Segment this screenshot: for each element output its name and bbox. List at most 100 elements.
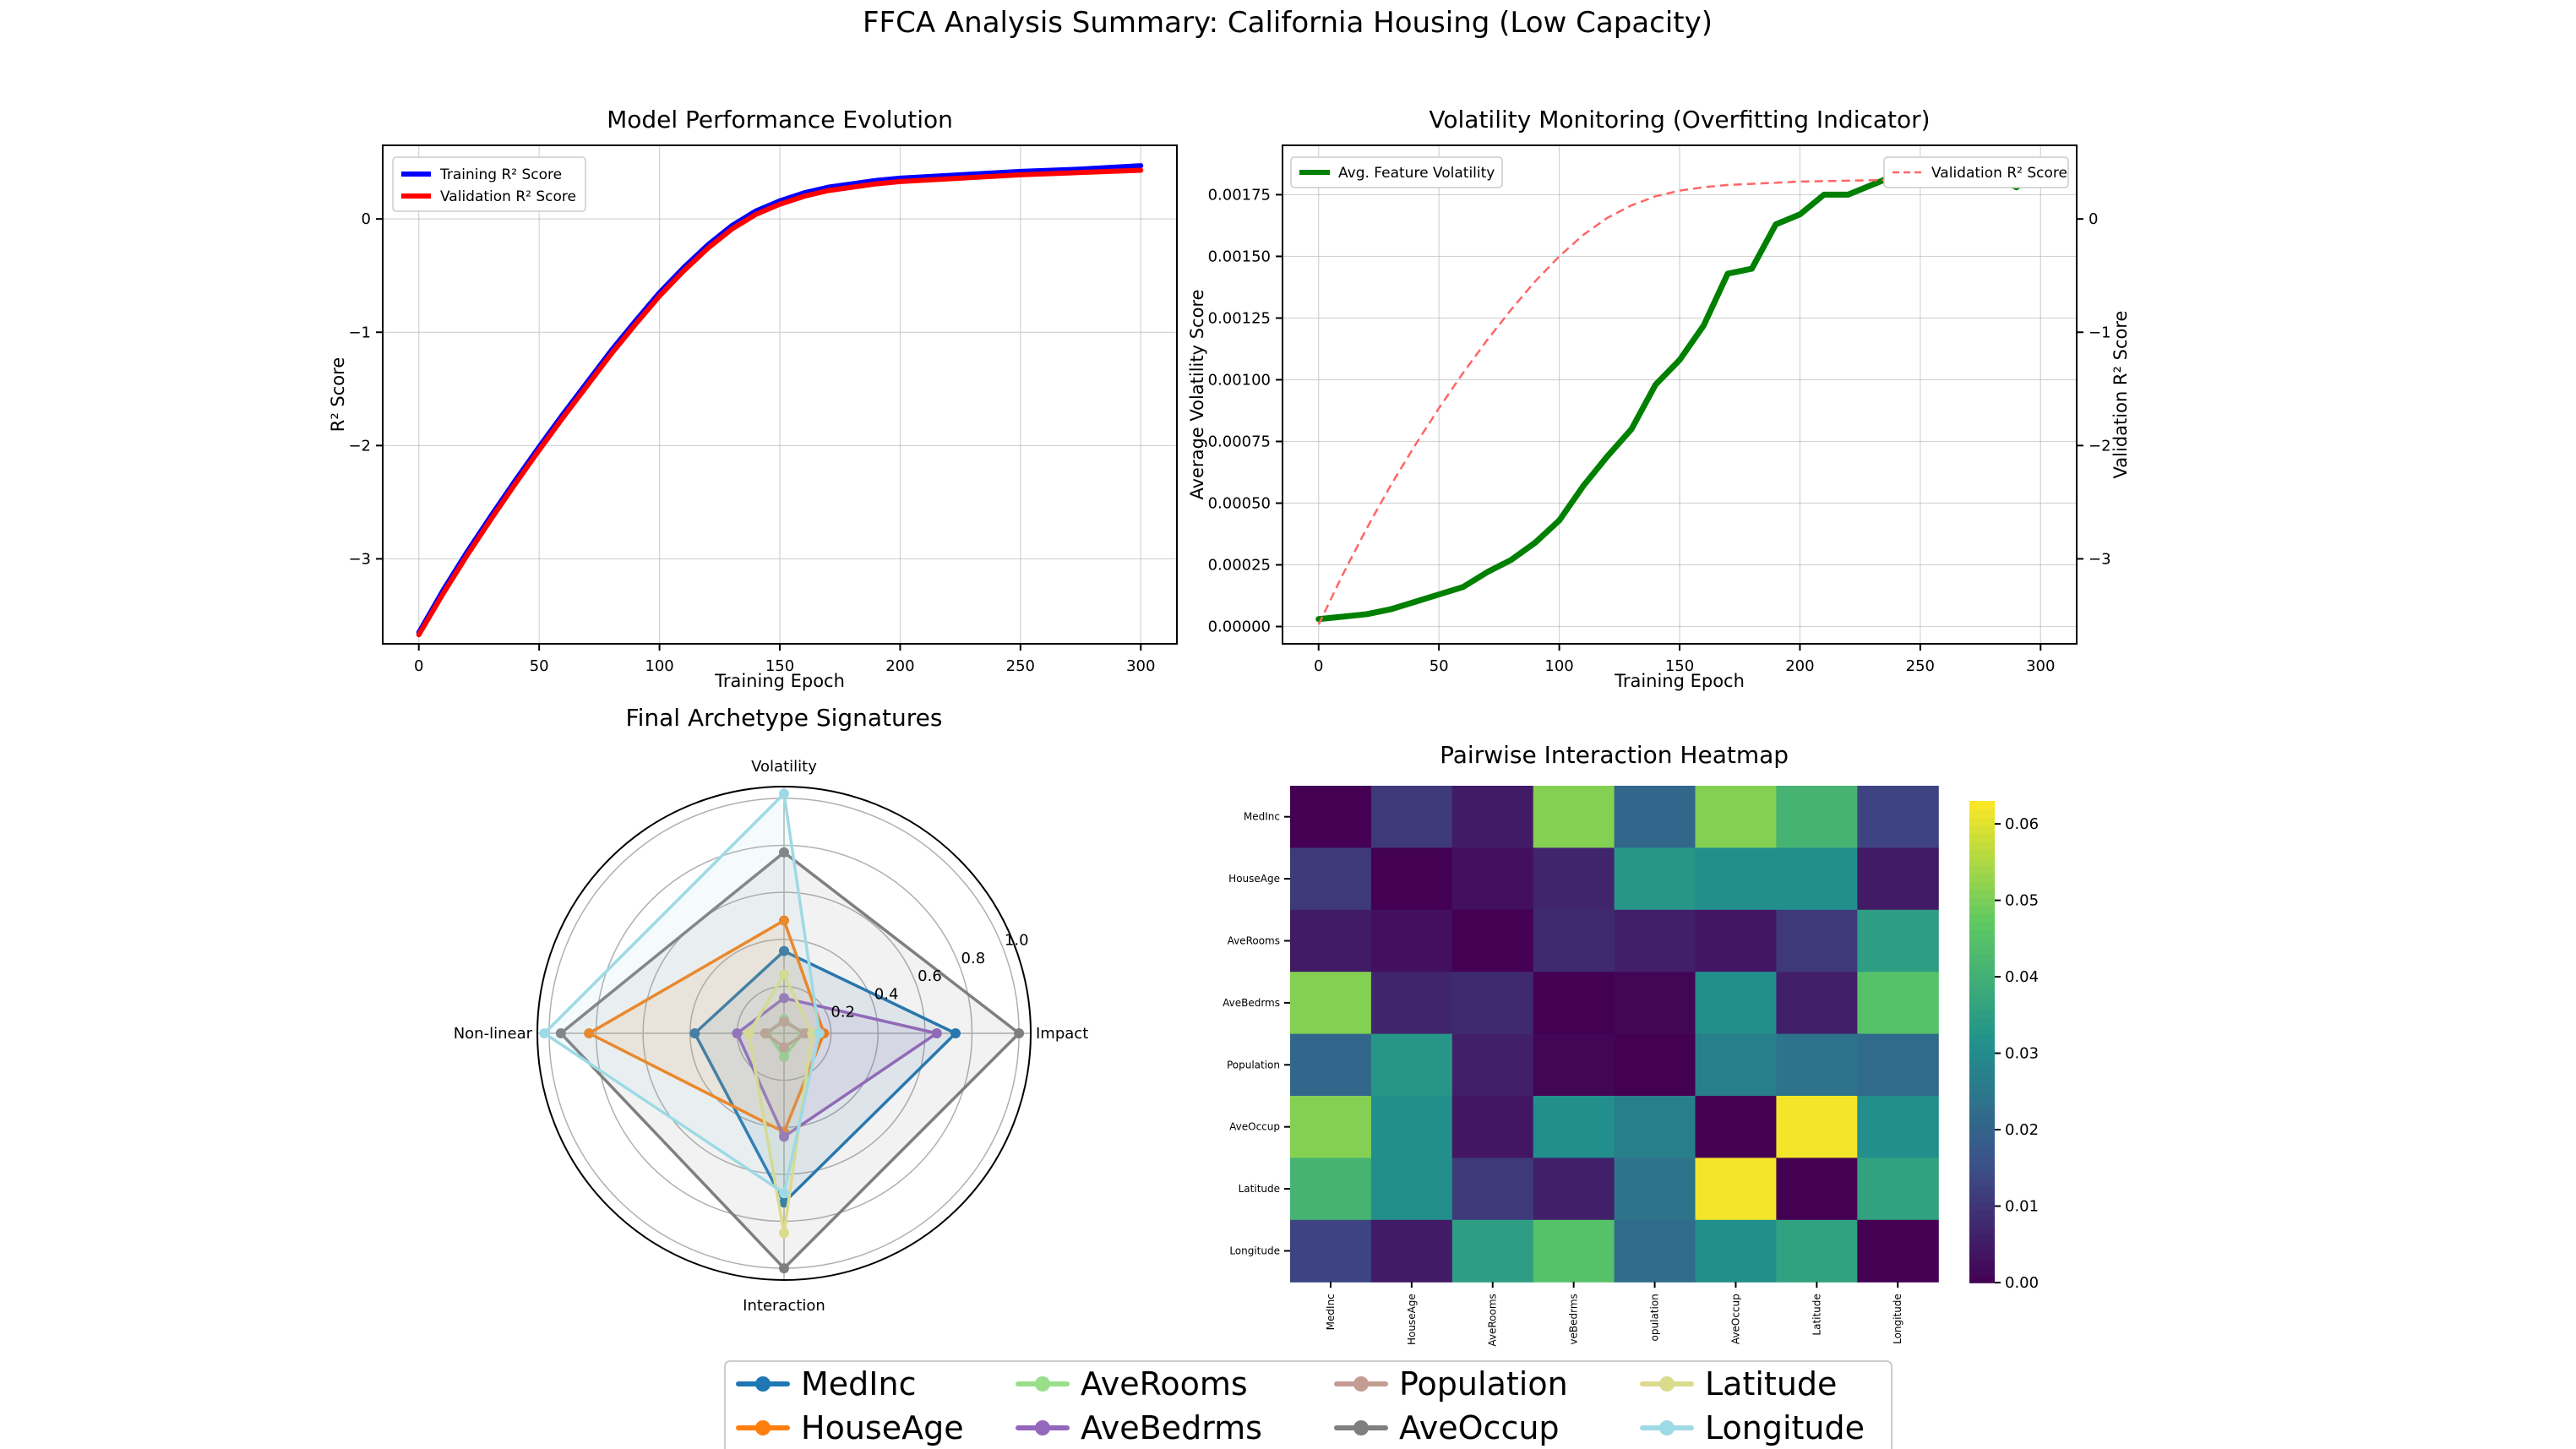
legend-label-validation: Validation R² Score bbox=[440, 188, 576, 205]
chart-title: Final Archetype Signatures bbox=[626, 704, 943, 732]
legend-marker-HouseAge bbox=[755, 1420, 771, 1435]
colorbar-segment bbox=[1969, 945, 1995, 955]
heatmap-cell bbox=[1695, 1219, 1777, 1283]
colorbar-segment bbox=[1969, 1226, 1995, 1235]
heatmap-cell bbox=[1776, 1096, 1858, 1158]
colorbar-segment bbox=[1969, 961, 1995, 971]
legend-box-left bbox=[1290, 156, 1503, 188]
radar-point-Longitude bbox=[779, 788, 789, 799]
colorbar-segment bbox=[1969, 833, 1995, 842]
radar-point-Longitude bbox=[539, 1028, 550, 1038]
colorbar-segment bbox=[1969, 1010, 1995, 1019]
colorbar-segment bbox=[1969, 1178, 1995, 1187]
radar-point-Latitude bbox=[779, 969, 789, 980]
colorbar-segment bbox=[1969, 978, 1995, 987]
colorbar-segment bbox=[1969, 1154, 1995, 1163]
colorbar-segment bbox=[1969, 994, 1995, 1003]
heatmap-cell bbox=[1776, 1219, 1858, 1283]
colorbar-segment bbox=[1969, 1274, 1995, 1283]
radar-point-Latitude bbox=[743, 1028, 754, 1038]
radar-point-AveOccup bbox=[555, 1028, 566, 1038]
radar-chart: 0.2 0.4 0.6 0.8 1.0 Impact Volatility Non-linea… bbox=[454, 704, 1089, 1315]
y-tick-label: 0 bbox=[362, 210, 371, 228]
heatmap-cell bbox=[1695, 1096, 1777, 1158]
heatmap-cell bbox=[1695, 909, 1777, 972]
heatmap-row-label: AveRooms bbox=[1228, 935, 1280, 947]
x-tick-label: 250 bbox=[1006, 657, 1035, 675]
heatmap-cell bbox=[1857, 1219, 1939, 1283]
colorbar-segment bbox=[1969, 921, 1995, 930]
y-tick-label: 0.00050 bbox=[1208, 495, 1271, 513]
y-axis-label: Average Volatility Score bbox=[1187, 289, 1207, 499]
heatmap-cell bbox=[1614, 1219, 1696, 1283]
x-tick-label: 50 bbox=[530, 657, 549, 675]
colorbar-segment bbox=[1969, 1058, 1995, 1067]
colorbar-segment bbox=[1969, 1146, 1995, 1155]
colorbar-segment bbox=[1969, 849, 1995, 858]
colorbar-segment bbox=[1969, 841, 1995, 850]
heatmap-cell bbox=[1857, 1158, 1939, 1221]
legend-label-AveRooms: AveRooms bbox=[1081, 1365, 1248, 1403]
heatmap-cell bbox=[1695, 786, 1777, 848]
radar-point-AveRooms bbox=[779, 1051, 789, 1062]
heatmap-cell bbox=[1451, 1158, 1534, 1221]
heatmap-row-label: Latitude bbox=[1239, 1183, 1280, 1195]
radar-rtick-label: 0.4 bbox=[874, 985, 899, 1003]
colorbar-segment bbox=[1969, 1258, 1995, 1267]
colorbar-segment bbox=[1969, 1234, 1995, 1244]
radar-fill-Longitude bbox=[544, 793, 820, 1194]
heatmap-cell bbox=[1776, 972, 1858, 1035]
colorbar-segment bbox=[1969, 1194, 1995, 1203]
heatmap-cell bbox=[1614, 786, 1696, 848]
colorbar-tick-label: 0.01 bbox=[2005, 1198, 2039, 1216]
chart-title: Volatility Monitoring (Overfitting Indic… bbox=[1429, 106, 1930, 133]
heatmap-cell bbox=[1614, 847, 1696, 911]
heatmap-col-label: veBedrms bbox=[1568, 1294, 1580, 1344]
y-right-axis-label: Validation R² Score bbox=[2110, 311, 2131, 479]
y-tick-label: −1 bbox=[348, 324, 371, 341]
radar-point-AveBedrms bbox=[732, 1028, 743, 1038]
legend-marker-AveOccup bbox=[1353, 1420, 1369, 1435]
x-axis-label: Training Epoch bbox=[1614, 671, 1745, 691]
heatmap-col-label: Longitude bbox=[1892, 1294, 1903, 1344]
colorbar-segment bbox=[1969, 897, 1995, 907]
heatmap-cell bbox=[1451, 909, 1534, 972]
heatmap-cell bbox=[1533, 1158, 1615, 1221]
heatmap-row-label: HouseAge bbox=[1228, 873, 1280, 885]
colorbar-segment bbox=[1969, 825, 1995, 834]
radar-point-HouseAge bbox=[779, 915, 789, 926]
x-tick-label: 300 bbox=[1126, 657, 1155, 675]
colorbar-segment bbox=[1969, 985, 1995, 994]
heatmap-chart: MedInc HouseAge AveRooms AveBedrms Populatio… bbox=[1223, 741, 2039, 1347]
heatmap-cell bbox=[1370, 847, 1453, 911]
heatmap-row-label: Longitude bbox=[1229, 1245, 1280, 1257]
heatmap-cell bbox=[1857, 1096, 1939, 1158]
radar-rtick-label: 0.8 bbox=[961, 950, 986, 967]
x-tick-label: 250 bbox=[1906, 657, 1935, 675]
heatmap-cell bbox=[1857, 847, 1939, 911]
colorbar-tick-label: 0.03 bbox=[2005, 1045, 2039, 1063]
legend-label-Latitude: Latitude bbox=[1705, 1365, 1837, 1403]
colorbar-segment bbox=[1969, 1026, 1995, 1035]
legend-label-AveOccup: AveOccup bbox=[1399, 1409, 1560, 1446]
heatmap-cell bbox=[1533, 786, 1615, 848]
legend-marker-Latitude bbox=[1659, 1376, 1675, 1392]
heatmap-row-label: MedInc bbox=[1244, 811, 1280, 823]
colorbar-segment bbox=[1969, 1065, 1995, 1075]
feature-legend: MedInc HouseAge AveRooms AveBedrms Populatio… bbox=[724, 1360, 1893, 1449]
heatmap-cell bbox=[1290, 1158, 1372, 1221]
heatmap-cell bbox=[1776, 847, 1858, 911]
heatmap-cell bbox=[1614, 1158, 1696, 1221]
heatmap-cell bbox=[1290, 909, 1372, 972]
heatmap-col-label: Latitude bbox=[1811, 1294, 1822, 1335]
heatmap-cell bbox=[1857, 1033, 1939, 1097]
colorbar-segment bbox=[1969, 905, 1995, 914]
colorbar-segment bbox=[1969, 1098, 1995, 1107]
colorbar-segment bbox=[1969, 913, 1995, 923]
heatmap-cell bbox=[1533, 1219, 1615, 1283]
legend-marker-Population bbox=[1353, 1376, 1369, 1392]
heatmap-cell bbox=[1451, 786, 1534, 848]
colorbar-tick-label: 0.05 bbox=[2005, 892, 2039, 910]
colorbar-tick-label: 0.00 bbox=[2005, 1274, 2039, 1292]
heatmap-cell bbox=[1370, 1158, 1453, 1221]
